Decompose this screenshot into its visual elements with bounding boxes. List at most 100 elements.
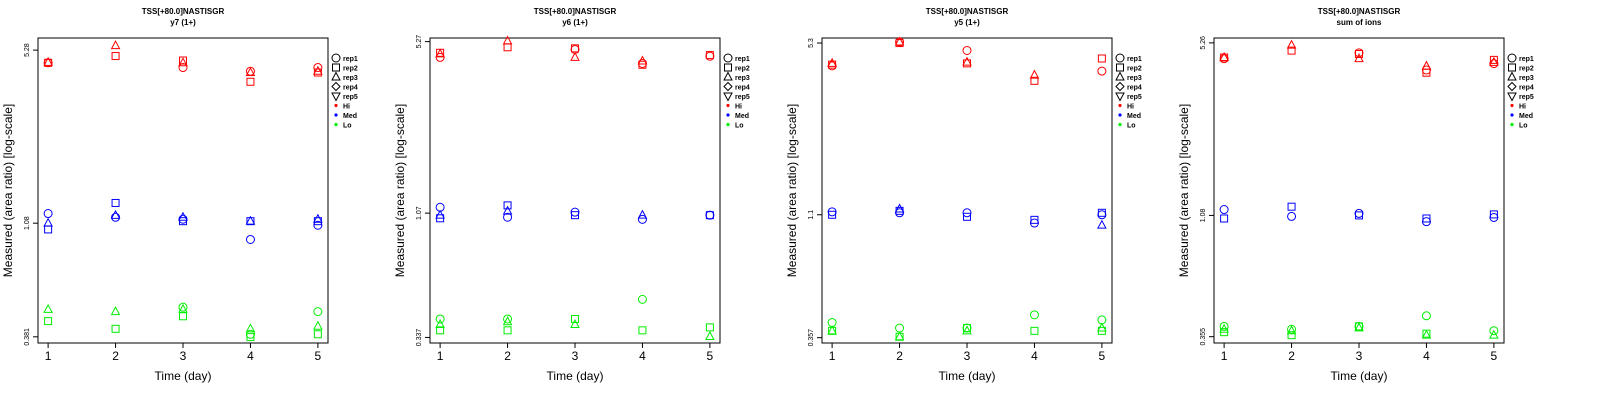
plot-frame: [37, 37, 329, 344]
data-point-hi-rep1: [962, 45, 972, 55]
chart-title: TSS[+80.0]NASTISGR: [142, 7, 225, 16]
data-point-lo-rep1: [178, 302, 188, 312]
data-point-hi-rep2: [111, 52, 120, 61]
legend-label-rep3: rep3: [1127, 75, 1142, 82]
data-point-hi-rep3: [43, 56, 53, 66]
legend-marker-rep3: [1115, 71, 1125, 81]
chart-title: TSS[+80.0]NASTISGR: [926, 7, 1009, 16]
data-point-med-rep1: [705, 210, 715, 220]
x-tick-label: 2: [112, 349, 119, 363]
data-point-lo-rep1: [637, 294, 647, 304]
data-point-lo-rep3: [705, 330, 715, 340]
legend-marker-rep2: [724, 63, 732, 72]
data-point-med-rep3: [43, 217, 53, 227]
data-point-hi-rep2: [1097, 54, 1106, 63]
y-tick-label: 1.07: [416, 206, 423, 220]
data-point-hi-rep3: [313, 65, 323, 75]
data-point-med-rep1: [1354, 208, 1364, 218]
data-point-med-rep2: [1030, 215, 1039, 224]
legend-label-lo: Lo: [1127, 123, 1136, 130]
legend-marker-rep1: [1507, 53, 1517, 63]
y-tick-label: 1.08: [24, 216, 31, 230]
data-point-lo-rep3: [110, 306, 121, 316]
x-tick-label: 2: [504, 349, 511, 363]
legend-label-lo: Lo: [735, 123, 744, 130]
data-point-med-rep1: [43, 209, 53, 219]
x-tick-label: 5: [1491, 349, 1498, 363]
data-point-med-rep3: [313, 213, 323, 223]
legend-label-rep1: rep1: [735, 56, 750, 63]
data-point-hi-rep2: [571, 44, 579, 53]
data-point-hi-rep3: [1489, 56, 1499, 66]
data-point-med-rep1: [313, 220, 323, 230]
legend-label-rep2: rep2: [343, 66, 358, 73]
data-point-hi-rep2: [705, 51, 714, 60]
y-axis-label: Measured (area ratio) [log-scale]: [393, 104, 407, 277]
legend-label-rep5: rep5: [343, 94, 358, 101]
data-point-med-rep2: [705, 211, 714, 220]
data-point-lo-rep3: [43, 303, 53, 313]
data-point-hi-rep2: [1489, 55, 1498, 64]
data-point-hi-rep2: [638, 60, 647, 69]
data-point-med-rep2: [44, 225, 53, 234]
data-point-med-rep2: [963, 212, 971, 221]
legend-marker-rep4: [1507, 81, 1517, 92]
y-axis-label: Measured (area ratio) [log-scale]: [1, 104, 15, 277]
legend-dot-med: [1510, 113, 1514, 117]
data-point-hi-rep3: [110, 40, 121, 50]
data-point-lo-rep2: [571, 314, 579, 323]
data-point-med-rep2: [1355, 211, 1363, 220]
data-point-med-rep1: [178, 214, 188, 224]
y-tick-label: 0.357: [808, 329, 815, 347]
chart-panel-3: TSS[+80.0]NASTISGR y5 (1+) 1 2 3 4 5 0.357 1.1 5.…: [785, 7, 1142, 383]
data-point-hi-rep2: [1030, 76, 1039, 85]
legend-label-lo: Lo: [1519, 123, 1528, 130]
data-point-lo-rep3: [435, 318, 445, 329]
legend-label-med: Med: [343, 113, 357, 120]
x-tick-label: 4: [1031, 349, 1038, 363]
data-point-lo-rep1: [313, 307, 323, 317]
x-tick-label: 1: [1221, 349, 1228, 363]
legend-label-rep3: rep3: [735, 75, 750, 82]
data-point-lo-rep3: [1219, 323, 1229, 333]
data-point-lo-rep1: [1029, 310, 1039, 320]
data-point-hi-rep2: [179, 56, 187, 65]
data-point-hi-rep2: [44, 58, 53, 67]
y-tick-label: 0.337: [416, 329, 423, 347]
legend-label-rep2: rep2: [1519, 66, 1534, 73]
legend-marker-rep1: [1115, 53, 1125, 63]
data-point-med-rep1: [111, 212, 121, 222]
legend-label-lo: Lo: [343, 123, 352, 130]
legend-label-hi: Hi: [1127, 104, 1134, 111]
y-tick-label: 5.27: [416, 35, 423, 49]
y-tick-label: 5.28: [24, 43, 31, 57]
y-tick-label: 5.26: [1200, 36, 1207, 50]
data-point-lo-rep2: [705, 323, 714, 332]
data-point-med-rep3: [245, 215, 256, 225]
x-tick-label: 2: [896, 349, 903, 363]
chart-subtitle: y7 (1+): [170, 18, 196, 27]
data-point-lo-rep3: [178, 303, 188, 313]
data-point-lo-rep3: [827, 325, 837, 335]
data-point-hi-rep3: [637, 55, 648, 65]
data-point-hi-rep2: [503, 43, 512, 52]
data-point-lo-rep2: [1030, 326, 1039, 335]
data-point-med-rep2: [1489, 210, 1498, 219]
plot-frame: [1213, 37, 1505, 344]
chart-subtitle: y6 (1+): [562, 18, 588, 27]
data-point-lo-rep3: [1286, 325, 1297, 335]
data-point-med-rep3: [435, 209, 445, 219]
chart-panel-4: TSS[+80.0]NASTISGR sum of ions 1 2 3 4 5 0.355 1…: [1177, 7, 1534, 383]
legend-label-hi: Hi: [735, 104, 742, 111]
legend-dot-med: [334, 113, 338, 117]
x-tick-label: 3: [964, 349, 971, 363]
data-point-lo-rep3: [245, 323, 256, 333]
data-point-hi-rep3: [962, 56, 972, 66]
x-axis-label: Time (day): [547, 369, 604, 383]
data-point-lo-rep2: [503, 326, 512, 335]
legend-label-rep4: rep4: [343, 85, 358, 92]
data-point-med-rep3: [637, 209, 648, 219]
legend-dot-hi: [334, 103, 338, 108]
data-point-med-rep2: [111, 198, 120, 207]
legend-label-rep3: rep3: [343, 75, 358, 82]
